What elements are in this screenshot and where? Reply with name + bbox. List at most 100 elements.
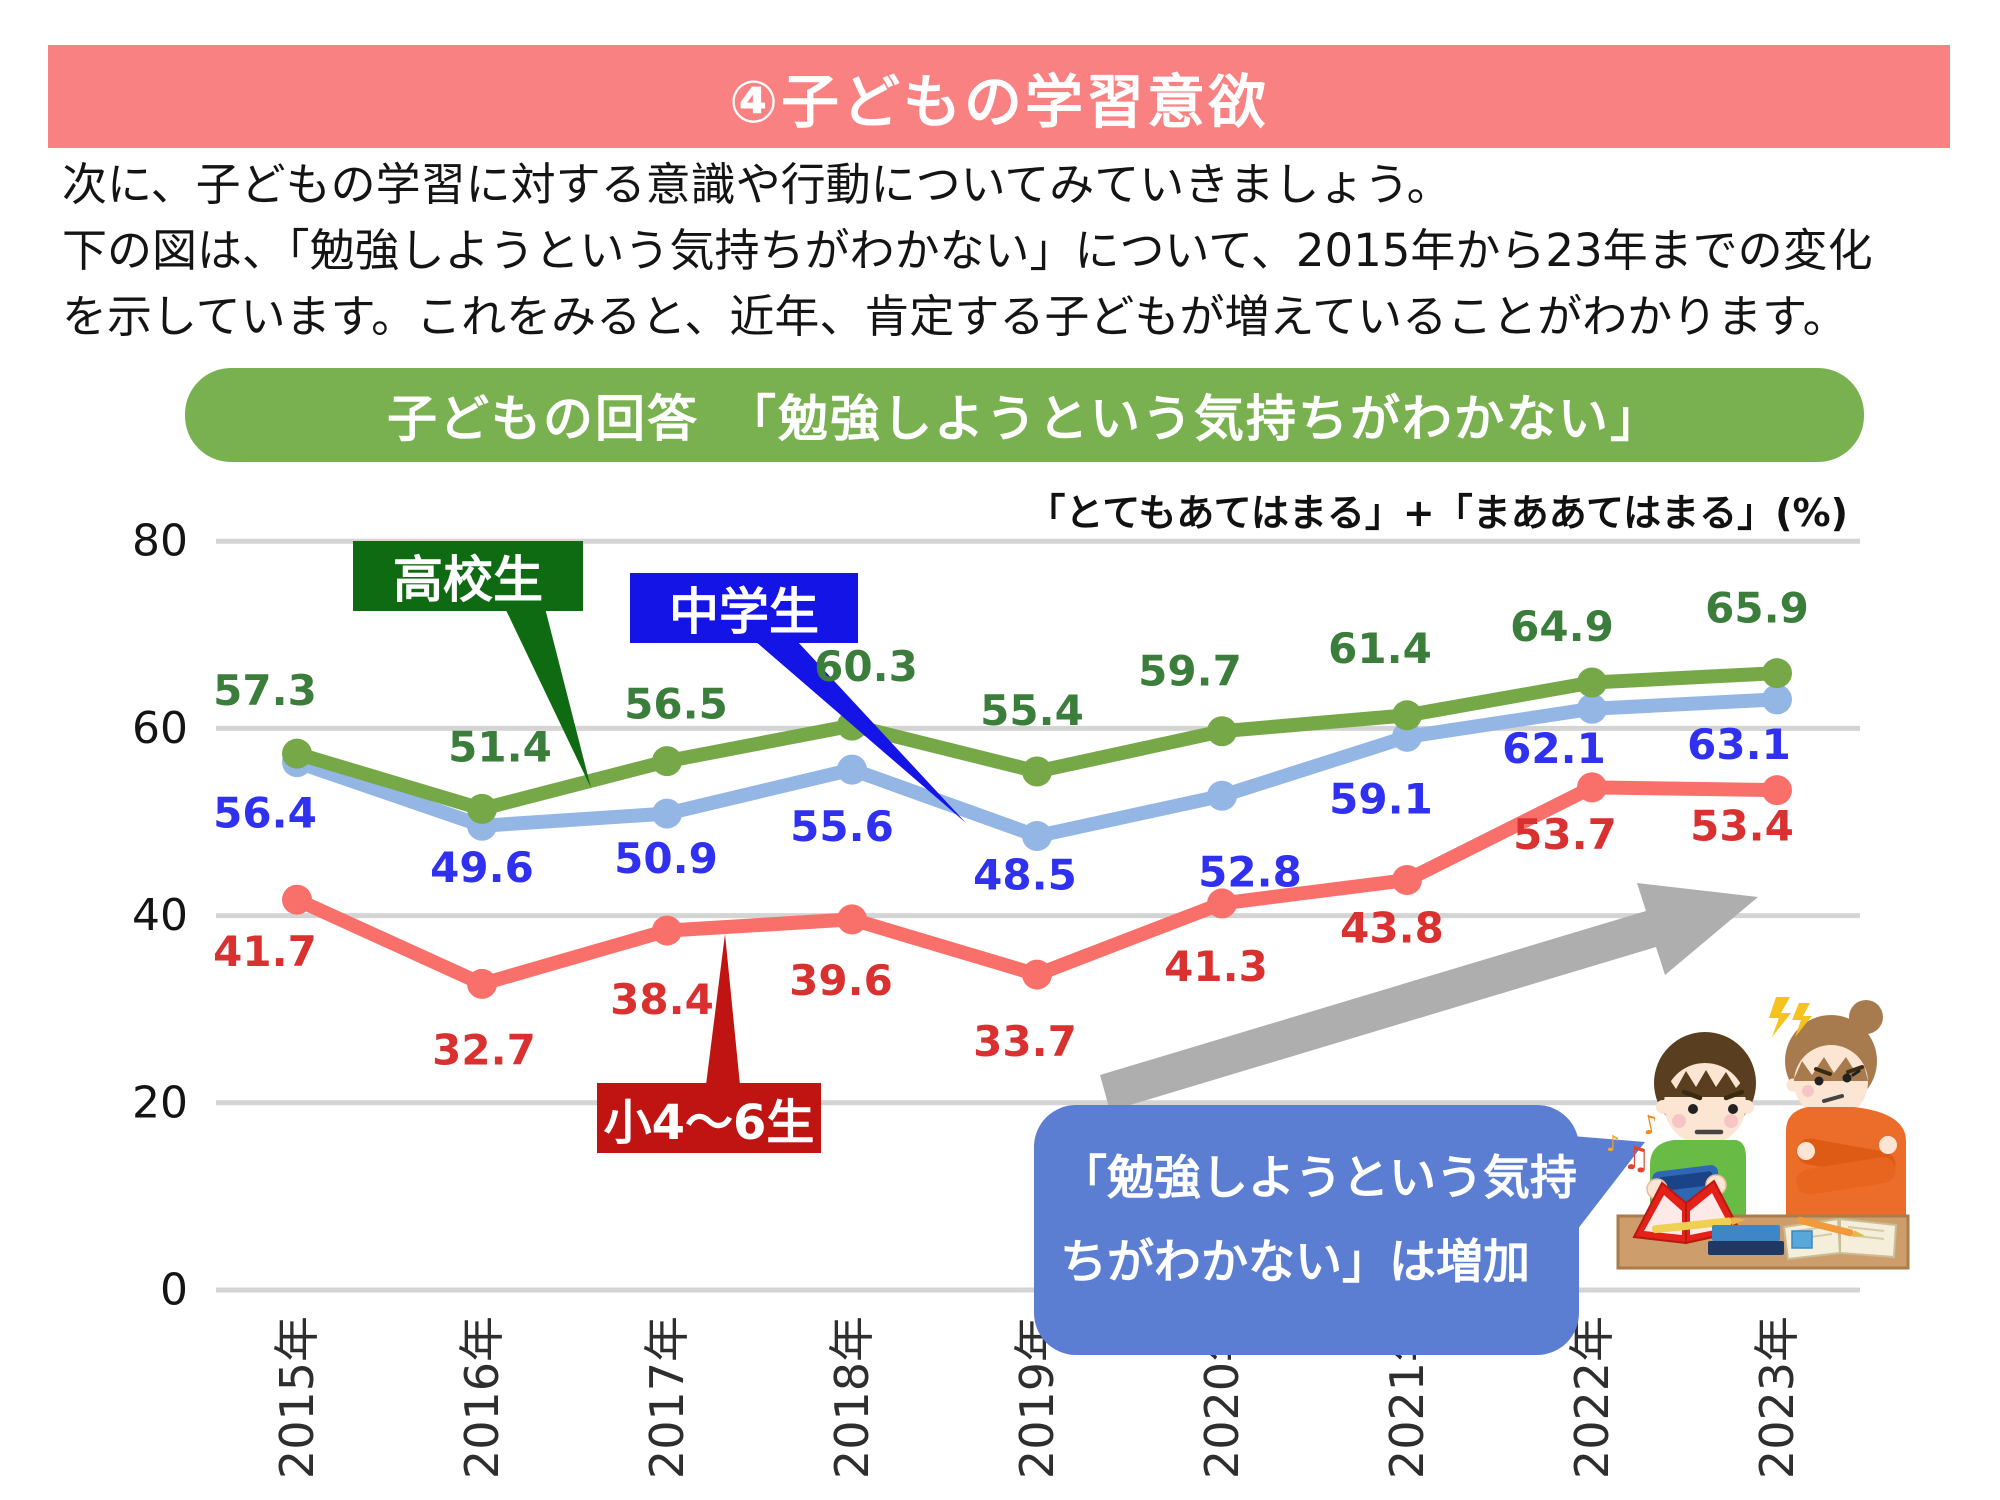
boy-eyebrow-right xyxy=(1723,1089,1745,1101)
boy-blush-right xyxy=(1724,1114,1738,1128)
value-label: 51.4 xyxy=(448,722,552,771)
speech-bubble-line-1: 「勉強しようという気持 xyxy=(1060,1151,1577,1206)
speech-bubble-text: 「勉強しようという気持 ちがわかない」は増加 xyxy=(1034,1105,1579,1305)
value-label: 32.7 xyxy=(432,1025,536,1074)
value-label: 59.1 xyxy=(1329,774,1433,823)
mother-mouth xyxy=(1822,1094,1844,1103)
orange-pencil xyxy=(1796,1216,1866,1237)
data-point xyxy=(1207,888,1237,919)
data-point xyxy=(282,738,312,769)
speech-bubble-line-2: ちがわかない」は増加 xyxy=(1060,1235,1530,1290)
mother-figure xyxy=(1785,1000,1906,1216)
data-point xyxy=(652,915,682,946)
x-axis-label: 2017年 xyxy=(640,1316,694,1479)
mother-eye-left xyxy=(1814,1076,1824,1086)
chart-title: 子どもの回答 「勉強しようという気持ちがわかない」 xyxy=(387,390,1662,448)
value-label: 63.1 xyxy=(1687,720,1791,769)
mother-hand-left xyxy=(1797,1142,1815,1160)
boy-eye-right xyxy=(1728,1104,1738,1114)
value-label: 49.6 xyxy=(430,843,534,892)
svg-text:♪: ♪ xyxy=(1639,1109,1661,1142)
data-point xyxy=(1577,772,1607,803)
x-axis-labels: 2015年 2016年 2017年 2018年 2019年 2020年 2021年 2022年… xyxy=(270,1316,1804,1479)
y-tick-label: 20 xyxy=(132,1077,188,1128)
value-label: 43.8 xyxy=(1340,904,1444,953)
intro-line-1: 次に、子どもの学習に対する意識や行動についてみていきましょう。 xyxy=(62,158,1452,211)
value-label: 41.3 xyxy=(1164,942,1268,991)
blue-sticky-note xyxy=(1791,1230,1813,1249)
value-label: 55.6 xyxy=(790,802,894,851)
data-point xyxy=(1392,700,1422,731)
data-point xyxy=(1762,775,1792,806)
page-title: ④子どもの学習意欲 xyxy=(728,67,1270,136)
yellow-pencil xyxy=(1652,1217,1746,1234)
value-label: 64.9 xyxy=(1510,602,1614,651)
data-point xyxy=(1762,658,1792,689)
increase-arrow xyxy=(1100,883,1758,1111)
y-tick-label: 40 xyxy=(132,890,188,941)
chart-series xyxy=(282,658,1792,999)
chart-unit-note: 「とてもあてはまる」+「まああてはまる」(%) xyxy=(1027,491,1848,535)
data-point xyxy=(1207,780,1237,811)
navy-book xyxy=(1708,1241,1784,1255)
value-label: 39.6 xyxy=(789,956,893,1005)
data-point xyxy=(652,746,682,777)
anger-mark-icon xyxy=(1769,997,1812,1037)
value-label: 62.1 xyxy=(1502,724,1606,773)
data-point xyxy=(467,793,497,824)
music-notes-icon: ♪ ♫ ♪ xyxy=(1606,1109,1662,1177)
data-point xyxy=(1022,756,1052,787)
boy-eyebrow-left xyxy=(1681,1089,1703,1101)
boy-eye-left xyxy=(1688,1104,1698,1114)
legend-label-highschool: 高校生 xyxy=(393,551,543,609)
legend-callout-elementary: 小4～6生 xyxy=(597,1083,821,1153)
value-label: 41.7 xyxy=(213,927,317,976)
mother-eyelash xyxy=(1851,1069,1861,1077)
value-label: 61.4 xyxy=(1328,624,1432,673)
speech-bubble-tail xyxy=(1560,1135,1645,1252)
value-label: 38.4 xyxy=(610,975,714,1024)
data-point xyxy=(1022,959,1052,990)
value-label: 60.3 xyxy=(814,642,918,691)
callout-pointer-highschool xyxy=(505,608,591,788)
callout-pointer-elementary xyxy=(706,934,740,1085)
value-label: 53.7 xyxy=(1513,810,1617,859)
intro-text: 次に、子どもの学習に対する意識や行動についてみていきましょう。 下の図は、「勉強… xyxy=(62,152,1873,350)
svg-text:♫: ♫ xyxy=(1622,1139,1651,1177)
intro-line-3: を示しています。これをみると、近年、肯定する子どもが増えていることがわかります。 xyxy=(62,290,1848,343)
chart-title-banner: 子どもの回答 「勉強しようという気持ちがわかない」 xyxy=(185,368,1864,462)
callout-pointer-middleschool xyxy=(755,641,966,823)
value-label: 48.5 xyxy=(973,851,1077,900)
header-banner: ④子どもの学習意欲 xyxy=(48,45,1950,148)
x-axis-label: 2022年 xyxy=(1565,1316,1619,1479)
value-label: 65.9 xyxy=(1705,584,1809,633)
blue-book xyxy=(1712,1225,1780,1241)
mother-blush xyxy=(1802,1085,1814,1097)
legend-label-middleschool: 中学生 xyxy=(669,583,819,641)
data-point xyxy=(1207,716,1237,747)
intro-line-2: 下の図は、「勉強しようという気持ちがわかない」について、2015年から23年まで… xyxy=(62,224,1873,277)
legend-callout-highschool: 高校生 xyxy=(353,541,583,611)
data-point xyxy=(1762,684,1792,715)
data-point xyxy=(837,904,867,935)
y-tick-label: 0 xyxy=(160,1265,188,1316)
svg-text:♪: ♪ xyxy=(1606,1132,1620,1157)
value-label: 50.9 xyxy=(614,834,718,883)
mother-arm-lower xyxy=(1796,1157,1896,1195)
value-label: 33.7 xyxy=(973,1017,1077,1066)
data-point xyxy=(1577,693,1607,724)
data-point xyxy=(1392,865,1422,896)
y-tick-label: 60 xyxy=(132,703,188,754)
mother-eyebrow-right xyxy=(1846,1065,1864,1074)
value-label: 59.7 xyxy=(1138,647,1242,696)
mother-hand-right xyxy=(1879,1136,1897,1154)
value-label: 53.4 xyxy=(1690,802,1794,851)
x-axis-label: 2023年 xyxy=(1750,1316,1804,1479)
study-scene-illustration: ♪ ♫ ♪ xyxy=(1606,997,1910,1270)
mother-eye-right xyxy=(1842,1073,1852,1083)
desk-and-books xyxy=(1616,1179,1910,1270)
value-label: 57.3 xyxy=(213,666,317,715)
data-point xyxy=(652,798,682,829)
